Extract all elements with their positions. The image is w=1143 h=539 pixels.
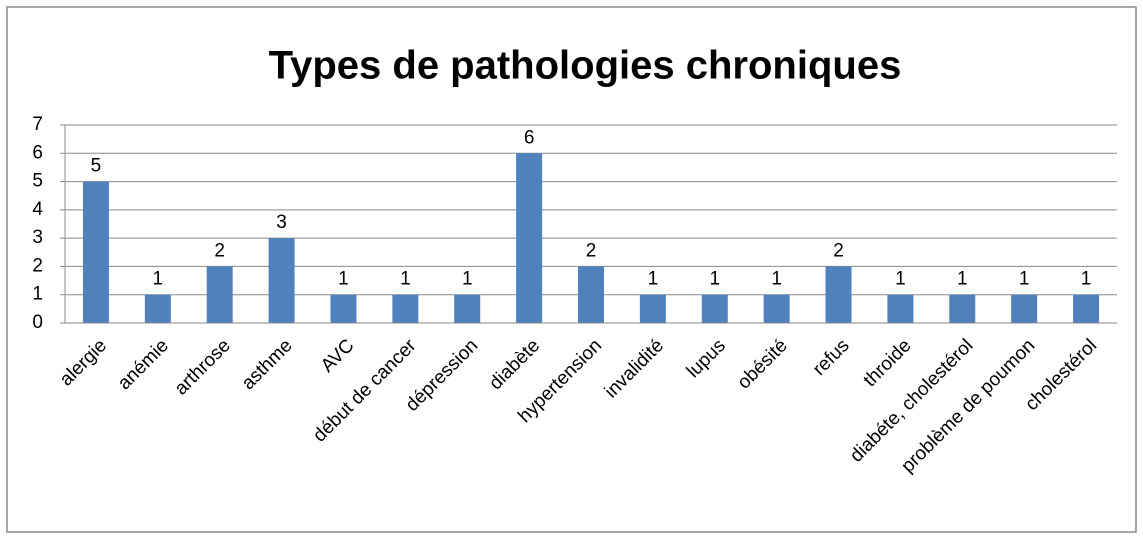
bar: [1011, 294, 1038, 323]
y-tick-label: 7: [32, 114, 43, 135]
bar: [454, 294, 481, 323]
bar: [949, 294, 976, 323]
bar: [144, 294, 171, 323]
bar: [639, 294, 666, 323]
data-label: 1: [338, 269, 349, 290]
data-label: 1: [1019, 269, 1030, 290]
bar: [701, 294, 728, 323]
bar: [392, 294, 419, 323]
data-label: 1: [648, 269, 659, 290]
bar: [763, 294, 790, 323]
bar: [578, 266, 604, 323]
data-label: 1: [1081, 269, 1092, 290]
data-label: 3: [276, 212, 287, 233]
chart-title: Types de pathologies chroniques: [269, 44, 902, 88]
data-label: 1: [153, 269, 164, 290]
chart-border: [6, 6, 1137, 533]
bar: [268, 238, 295, 323]
bar: [516, 153, 543, 323]
data-label: 1: [462, 269, 473, 290]
y-tick-label: 3: [32, 227, 43, 248]
y-tick-label: 4: [32, 199, 43, 220]
bar: [206, 266, 233, 323]
data-label: 1: [957, 269, 968, 290]
bar: [330, 294, 357, 323]
data-label: 2: [586, 240, 597, 261]
bar: [825, 266, 852, 323]
bar: [887, 294, 914, 323]
y-tick-label: 1: [32, 284, 43, 305]
bar: [82, 181, 109, 323]
data-label: 1: [400, 269, 411, 290]
data-label: 2: [833, 240, 844, 261]
data-label: 5: [91, 156, 102, 177]
data-label: 1: [771, 269, 782, 290]
data-label: 1: [895, 269, 906, 290]
data-label: 2: [214, 240, 225, 261]
y-tick-label: 2: [32, 255, 43, 276]
y-tick-label: 0: [32, 312, 43, 333]
y-tick-label: 6: [32, 142, 43, 163]
data-label: 1: [709, 269, 720, 290]
bar: [1073, 294, 1100, 323]
data-label: 6: [524, 127, 535, 148]
y-tick-label: 5: [32, 171, 43, 192]
